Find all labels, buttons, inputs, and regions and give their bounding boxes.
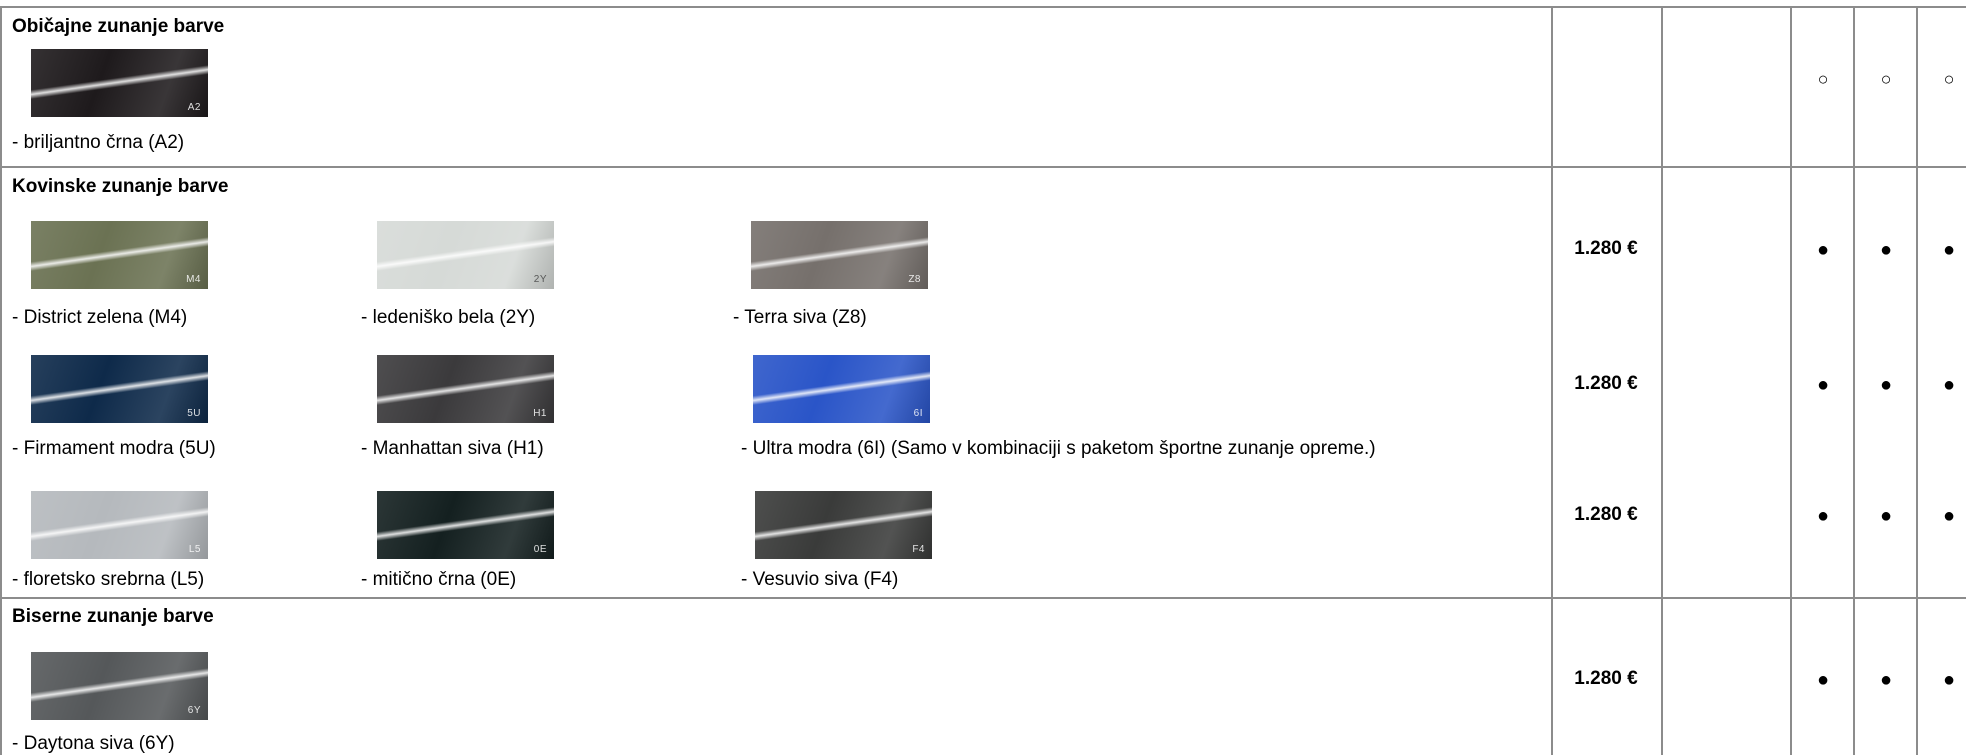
available-mark: ● bbox=[1879, 505, 1893, 527]
available-mark: ● bbox=[1942, 669, 1956, 691]
col-divider-mark-3 bbox=[1916, 6, 1918, 755]
price-metallic-row2: 1.280 € bbox=[1574, 373, 1638, 394]
color-swatch-z8: Z8 bbox=[751, 221, 928, 289]
color-label-m4: - District zelena (M4) bbox=[12, 307, 188, 328]
swatch-code: L5 bbox=[188, 544, 201, 555]
color-swatch-m4: M4 bbox=[31, 221, 208, 289]
color-label-6y: - Daytona siva (6Y) bbox=[12, 733, 175, 754]
color-label-l5: - floretsko srebrna (L5) bbox=[12, 569, 205, 590]
available-mark: ● bbox=[1879, 374, 1893, 396]
available-mark: ● bbox=[1816, 505, 1830, 527]
color-swatch-5u: 5U bbox=[31, 355, 208, 423]
row-divider-1 bbox=[0, 166, 1966, 168]
section-title-pearl: Biserne zunanje barve bbox=[12, 606, 214, 627]
available-mark: ● bbox=[1942, 374, 1956, 396]
color-label-6i: - Ultra modra (6I) (Samo v kombinaciji s… bbox=[741, 438, 1376, 459]
option-mark: ○ bbox=[1943, 69, 1955, 89]
color-swatch-h1: H1 bbox=[377, 355, 554, 423]
color-label-2y: - ledeniško bela (2Y) bbox=[361, 307, 536, 328]
available-mark: ● bbox=[1942, 505, 1956, 527]
color-label-f4: - Vesuvio siva (F4) bbox=[741, 569, 899, 590]
row-divider-2 bbox=[0, 597, 1966, 599]
color-swatch-0e: 0E bbox=[377, 491, 554, 559]
swatch-code: Z8 bbox=[908, 274, 921, 285]
swatch-code: 2Y bbox=[533, 274, 547, 285]
price-metallic-row1: 1.280 € bbox=[1574, 238, 1638, 259]
swatch-code: F4 bbox=[912, 544, 925, 555]
available-mark: ● bbox=[1879, 669, 1893, 691]
col-divider-price bbox=[1551, 6, 1553, 755]
swatch-code: 0E bbox=[533, 544, 547, 555]
color-swatch-l5: L5 bbox=[31, 491, 208, 559]
color-label-0e: - mitično črna (0E) bbox=[361, 569, 517, 590]
swatch-code: 6Y bbox=[187, 705, 201, 716]
color-swatch-6i: 6I bbox=[753, 355, 930, 423]
swatch-code: 5U bbox=[187, 408, 201, 419]
price-pearl-row1: 1.280 € bbox=[1574, 668, 1638, 689]
color-swatch-f4: F4 bbox=[755, 491, 932, 559]
available-mark: ● bbox=[1879, 239, 1893, 261]
color-swatch-2y: 2Y bbox=[377, 221, 554, 289]
col-divider-mark-2 bbox=[1853, 6, 1855, 755]
available-mark: ● bbox=[1816, 669, 1830, 691]
swatch-code: A2 bbox=[187, 102, 201, 113]
available-mark: ● bbox=[1942, 239, 1956, 261]
option-mark: ○ bbox=[1817, 69, 1829, 89]
available-mark: ● bbox=[1816, 239, 1830, 261]
swatch-code: 6I bbox=[913, 408, 923, 419]
available-mark: ● bbox=[1816, 374, 1830, 396]
swatch-code: M4 bbox=[186, 274, 201, 285]
section-title-metallic: Kovinske zunanje barve bbox=[12, 176, 229, 197]
color-swatch-a2: A2 bbox=[31, 49, 208, 117]
swatch-code: H1 bbox=[533, 408, 547, 419]
color-swatch-6y: 6Y bbox=[31, 652, 208, 720]
col-divider-empty bbox=[1661, 6, 1663, 755]
col-divider-mark-1 bbox=[1790, 6, 1792, 755]
color-label-5u: - Firmament modra (5U) bbox=[12, 438, 216, 459]
color-label-h1: - Manhattan siva (H1) bbox=[361, 438, 544, 459]
table-border-left bbox=[0, 6, 2, 755]
color-label-z8: - Terra siva (Z8) bbox=[733, 307, 867, 328]
color-label-a2: - briljantno črna (A2) bbox=[12, 132, 185, 153]
section-title-standard: Običajne zunanje barve bbox=[12, 16, 225, 37]
table-border-top bbox=[0, 6, 1966, 8]
option-mark: ○ bbox=[1880, 69, 1892, 89]
price-metallic-row3: 1.280 € bbox=[1574, 504, 1638, 525]
